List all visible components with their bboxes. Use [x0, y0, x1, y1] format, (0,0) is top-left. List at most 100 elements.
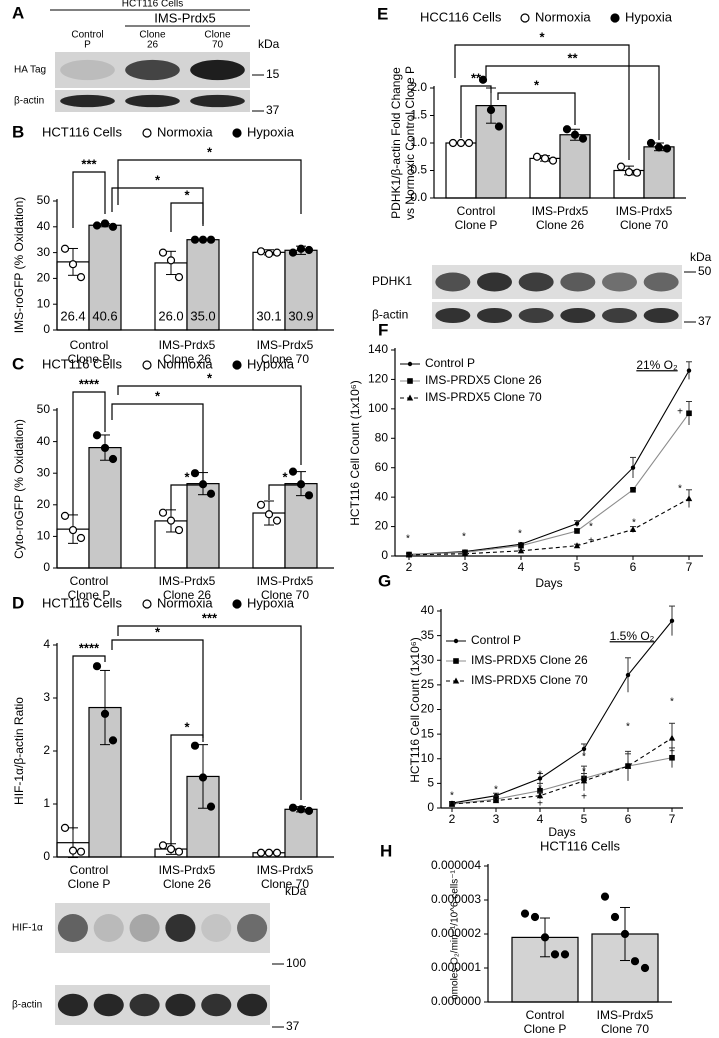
significance-label: *: [678, 484, 682, 495]
x-tick-label: 3: [462, 560, 469, 574]
data-point: [264, 848, 274, 857]
data-label: 40.6: [92, 308, 117, 323]
data-point: [540, 154, 550, 163]
blot-band: [201, 914, 232, 942]
blot-band: [643, 272, 679, 292]
size-marker: 37: [266, 103, 280, 117]
legend-label: Normoxia: [535, 9, 591, 24]
x-tick-label: 5: [574, 560, 581, 574]
blot-row-label: PDHK1: [372, 274, 412, 288]
y-tick-label: 0.000002: [431, 926, 481, 940]
x-tick-label: 5: [581, 812, 588, 826]
data-point: [685, 495, 693, 502]
data-point: [288, 803, 298, 812]
panel-letter: B: [12, 122, 24, 141]
data-point: [60, 823, 70, 832]
blot-band: [237, 993, 268, 1017]
y-tick-label: 100: [368, 401, 388, 415]
data-point: [629, 526, 637, 533]
y-axis-title: PDHK1/β-actin Fold Change: [389, 67, 403, 219]
data-point: [669, 618, 675, 624]
legend-title: HCT116 Cells: [42, 124, 122, 139]
data-point: [174, 273, 184, 282]
data-point: [304, 491, 314, 500]
y-tick-label: 20: [37, 497, 51, 511]
y-tick-label: 2: [43, 743, 50, 757]
x-tick-label: IMS-Prdx5: [597, 1008, 654, 1022]
data-point: [625, 672, 631, 678]
data-point: [304, 245, 314, 255]
data-point: [190, 235, 200, 244]
blot-band: [643, 307, 679, 324]
panel-letter: G: [378, 571, 391, 590]
significance-label: *: [589, 522, 593, 533]
blot-unit: kDa: [690, 250, 712, 264]
data-label: 30.1: [256, 308, 281, 323]
x-tick-label: IMS-Prdx5: [616, 204, 673, 218]
panel-letter: C: [12, 354, 24, 373]
data-point: [108, 454, 118, 464]
y-axis-title: HCT116 Cell Count (1x10⁶): [348, 380, 362, 525]
size-marker: 50: [698, 264, 712, 278]
data-point: [100, 709, 110, 719]
significance-label: *: [282, 469, 288, 484]
blot-band: [125, 59, 180, 81]
data-point: [100, 219, 110, 228]
legend-marker: [232, 360, 242, 370]
blot-band: [518, 307, 554, 324]
blot-band: [165, 993, 196, 1017]
lane-label: Clone: [139, 30, 166, 41]
x-tick-label: 2: [449, 812, 456, 826]
legend-label: Control P: [471, 633, 521, 647]
legend-marker: [142, 360, 152, 370]
legend-label: Normoxia: [157, 124, 213, 139]
blot-unit: kDa: [285, 884, 307, 898]
significance-label: *: [494, 785, 498, 796]
data-point: [92, 431, 102, 440]
y-tick-label: 50: [37, 402, 51, 416]
x-tick-label: Clone 26: [163, 877, 211, 891]
legend-label: Control P: [425, 356, 475, 370]
legend-label: Normoxia: [157, 595, 213, 610]
y-axis-title: HCT116 Cell Count (1x10⁶): [408, 637, 422, 782]
blot-band: [60, 94, 115, 108]
y-tick-label: 0: [43, 849, 50, 863]
significance-label: *: [207, 144, 213, 159]
data-point: [578, 134, 588, 143]
data-point: [461, 550, 469, 557]
y-tick-label: 0: [427, 800, 434, 814]
data-point: [68, 846, 78, 855]
data-point: [76, 847, 86, 856]
legend-label: IMS-PRDX5 Clone 70: [425, 390, 542, 404]
lane-label: 26: [147, 40, 159, 51]
size-marker: 37: [698, 314, 712, 328]
data-point: [166, 256, 176, 265]
size-marker: 15: [266, 67, 280, 81]
data-point: [686, 410, 692, 417]
data-point: [580, 777, 588, 784]
data-point: [448, 800, 456, 807]
data-point: [68, 525, 78, 535]
x-tick-label: Clone P: [455, 218, 498, 232]
lane-label: Clone: [204, 30, 231, 41]
data-point: [206, 802, 216, 811]
y-tick-label: 60: [375, 460, 389, 474]
y-tick-label: 0.000000: [431, 994, 481, 1008]
y-tick-label: 0.000004: [431, 858, 481, 872]
lane-label: Control: [71, 30, 103, 41]
data-point: [518, 542, 524, 549]
data-point: [662, 144, 672, 153]
data-point: [448, 138, 458, 148]
blot-band: [57, 914, 88, 942]
significance-label: ****: [79, 376, 100, 391]
significance-bracket: [170, 202, 204, 232]
data-point: [646, 138, 656, 148]
data-point: [532, 152, 542, 161]
y-tick-label: 1.0: [410, 135, 427, 149]
data-point: [296, 244, 306, 253]
x-tick-label: 7: [686, 560, 693, 574]
data-point: [108, 736, 118, 745]
y-tick-label: 5: [427, 776, 434, 790]
